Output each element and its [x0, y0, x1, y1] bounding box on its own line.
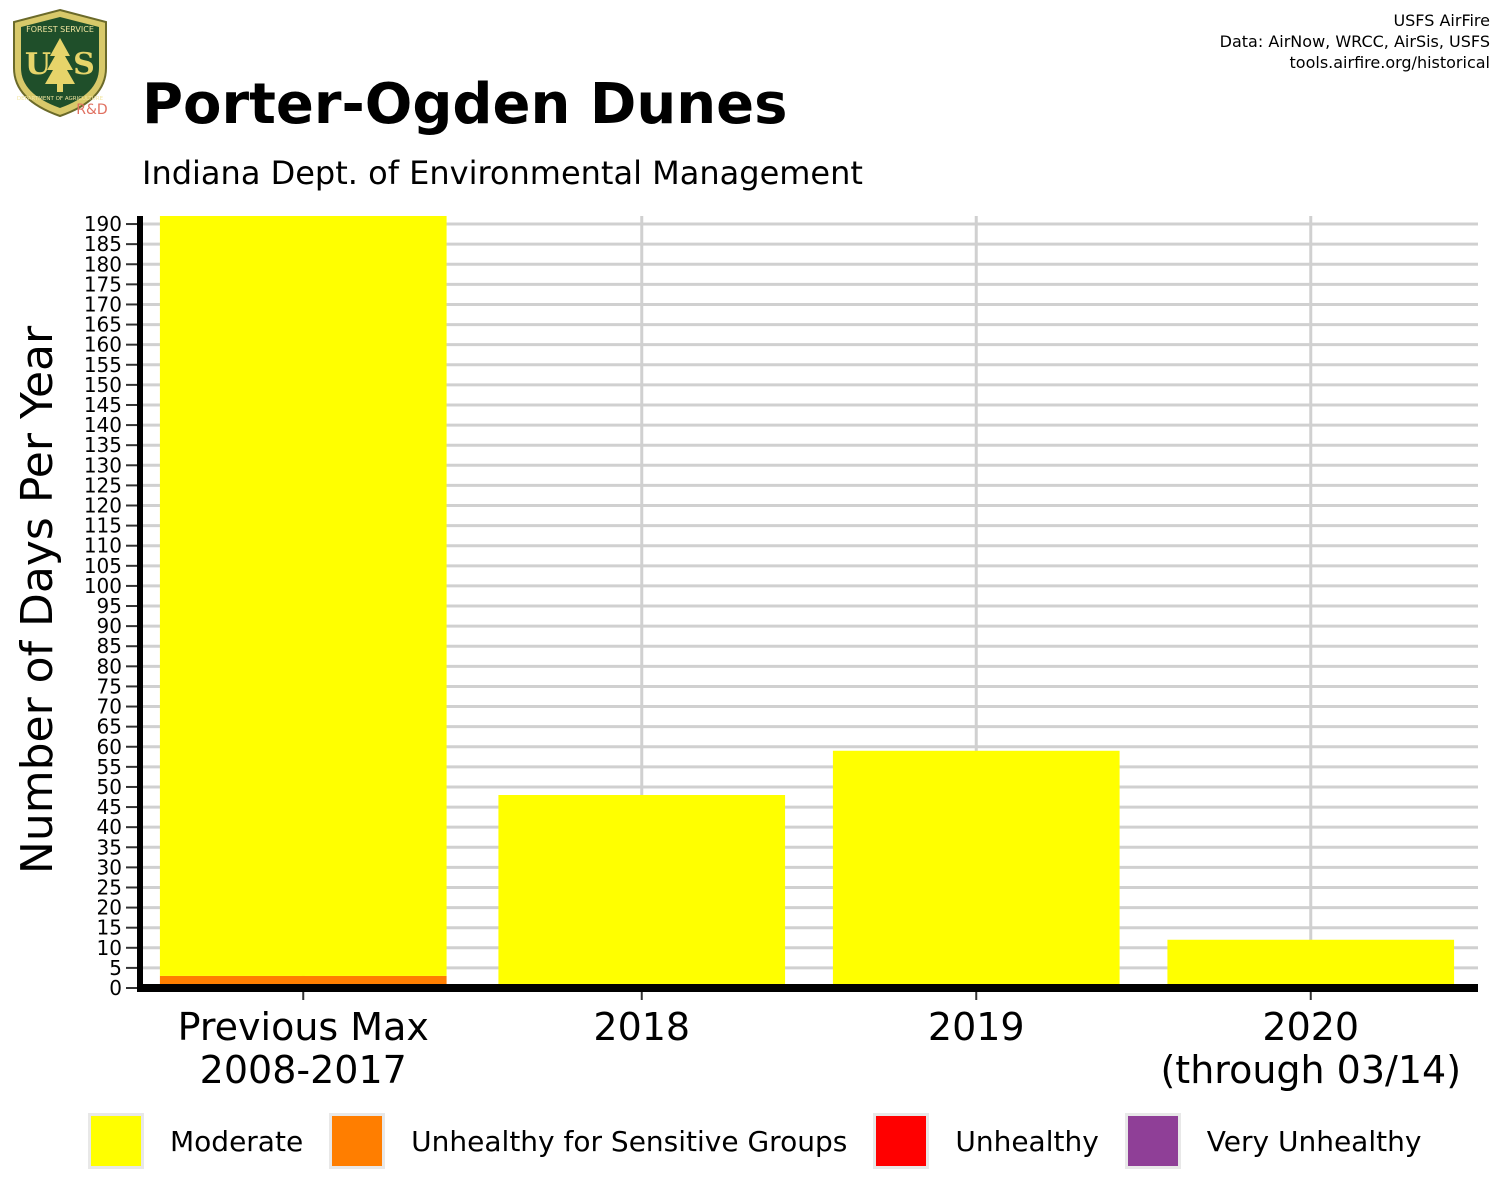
y-tick-label: 170 — [84, 292, 122, 316]
y-tick-label: 160 — [84, 333, 122, 357]
y-tick-label: 55 — [97, 755, 122, 779]
legend-label-usg: Unhealthy for Sensitive Groups — [411, 1124, 848, 1158]
bar-segment — [498, 795, 786, 984]
y-tick-label: 155 — [84, 353, 122, 377]
y-axis-label: Number of Days Per Year — [12, 325, 63, 874]
bar-segment — [159, 216, 447, 976]
y-tick-label: 145 — [84, 393, 122, 417]
legend-swatch-unhealthy — [873, 1113, 930, 1169]
y-tick-label: 90 — [97, 614, 122, 638]
y-tick-label: 35 — [97, 835, 122, 859]
logo-letter-s: S — [73, 47, 95, 82]
usfs-shield-logo: FOREST SERVICE U S DEPARTMENT OF AGRICUL… — [13, 8, 108, 118]
x-tick-label: (through 03/14) — [1160, 1048, 1461, 1092]
x-tick-label: 2019 — [928, 1005, 1025, 1049]
legend-item-unhealthy: Unhealthy — [873, 1113, 1124, 1169]
credit-line-1: USFS AirFire — [1393, 11, 1490, 30]
y-tick-label: 85 — [97, 634, 122, 658]
y-tick-label: 100 — [84, 574, 122, 598]
credit-line-3: tools.airfire.org/historical — [1289, 53, 1490, 72]
y-tick-label: 45 — [97, 795, 122, 819]
legend-item-usg: Unhealthy for Sensitive Groups — [329, 1113, 873, 1169]
bar-segment — [832, 750, 1120, 988]
y-tick-label: 135 — [84, 433, 122, 457]
y-tick-label: 15 — [97, 916, 122, 940]
y-tick-label: 165 — [84, 313, 122, 337]
x-tick-label: 2020 — [1262, 1005, 1359, 1049]
legend-item-very-unhealthy: Very Unhealthy — [1124, 1113, 1448, 1169]
logo-letter-u: U — [25, 47, 51, 82]
tick-labels: 0510152025303540455055606570758085909510… — [84, 212, 1461, 1092]
bar-chart: 0510152025303540455055606570758085909510… — [12, 212, 1478, 1092]
logo-bottom-text: DEPARTMENT OF AGRICULTURE — [17, 96, 104, 102]
y-tick-label: 60 — [97, 735, 122, 759]
credit-line-2: Data: AirNow, WRCC, AirSis, USFS — [1219, 32, 1490, 51]
legend-swatch-very-unhealthy — [1124, 1113, 1181, 1169]
y-tick-label: 125 — [84, 473, 122, 497]
y-tick-label: 190 — [84, 212, 122, 236]
y-tick-label: 110 — [84, 534, 122, 558]
legend-label-very-unhealthy: Very Unhealthy — [1206, 1124, 1422, 1158]
y-tick-label: 80 — [97, 654, 122, 678]
y-tick-label: 25 — [97, 875, 122, 899]
y-tick-label: 150 — [84, 373, 122, 397]
y-tick-label: 50 — [97, 775, 122, 799]
y-tick-label: 65 — [97, 715, 122, 739]
y-tick-label: 185 — [84, 232, 122, 256]
x-tick-label: Previous Max — [178, 1005, 429, 1049]
chart-title: Porter-Ogden Dunes — [142, 72, 788, 137]
bar-segment — [1167, 939, 1455, 988]
y-tick-label: 40 — [97, 815, 122, 839]
tree-icon — [45, 38, 75, 84]
legend-label-unhealthy: Unhealthy — [955, 1124, 1099, 1158]
x-tick-label: 2008-2017 — [200, 1048, 407, 1092]
y-tick-label: 180 — [84, 252, 122, 276]
bars — [159, 216, 1455, 988]
y-tick-label: 175 — [84, 272, 122, 296]
y-tick-label: 20 — [97, 896, 122, 920]
y-tick-label: 75 — [97, 674, 122, 698]
legend: Moderate Unhealthy for Sensitive Groups … — [88, 1110, 1447, 1172]
legend-label-moderate: Moderate — [170, 1124, 304, 1158]
legend-swatch-usg — [329, 1113, 386, 1169]
axes — [126, 216, 1478, 1000]
x-tick-label: 2018 — [593, 1005, 690, 1049]
legend-item-moderate: Moderate — [88, 1113, 329, 1169]
y-tick-label: 30 — [97, 855, 122, 879]
y-tick-label: 95 — [97, 594, 122, 618]
y-tick-label: 130 — [84, 453, 122, 477]
logo-rd-tag: R&D — [76, 102, 107, 118]
y-tick-label: 10 — [97, 936, 122, 960]
y-tick-label: 70 — [97, 695, 122, 719]
legend-swatch-moderate — [88, 1113, 144, 1169]
data-credits: USFS AirFire Data: AirNow, WRCC, AirSis,… — [1220, 10, 1490, 73]
y-tick-label: 5 — [109, 956, 122, 980]
y-tick-label: 140 — [84, 413, 122, 437]
chart-subtitle: Indiana Dept. of Environmental Managemen… — [142, 154, 863, 192]
logo-top-text: FOREST SERVICE — [26, 25, 94, 34]
y-tick-label: 0 — [109, 976, 122, 1000]
y-tick-label: 115 — [84, 514, 122, 538]
y-tick-label: 120 — [84, 494, 122, 518]
y-tick-label: 105 — [84, 554, 122, 578]
